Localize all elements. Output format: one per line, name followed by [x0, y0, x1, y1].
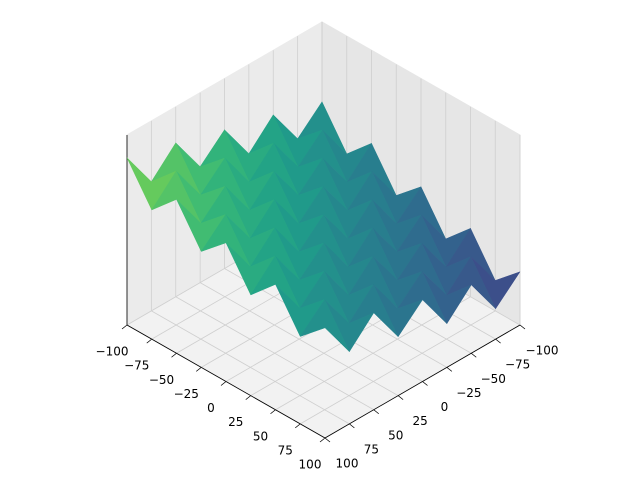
y-tick-label: 75	[364, 442, 379, 456]
x-tick-label: −25	[174, 387, 199, 401]
y-tick	[446, 367, 453, 372]
y-tick	[471, 352, 477, 358]
x-tick	[121, 324, 128, 330]
y-tick	[373, 409, 379, 415]
x-tick-label: 75	[278, 443, 293, 457]
y-tick	[422, 381, 428, 386]
x-tick	[245, 395, 251, 400]
y-tick-label: 50	[388, 428, 403, 442]
y-tick-label: −50	[481, 372, 506, 386]
x-tick-label: 25	[228, 415, 243, 429]
y-tick	[397, 395, 404, 400]
y-tick-label: −25	[456, 386, 481, 400]
x-tick	[295, 423, 301, 429]
y-tick-label: −75	[505, 358, 530, 372]
y-tick	[324, 437, 331, 443]
y-tick	[349, 423, 355, 429]
x-tick	[270, 409, 276, 415]
x-tick	[319, 437, 326, 443]
grid-line	[175, 296, 374, 411]
grid-line	[151, 310, 350, 425]
x-tick-label: 100	[299, 458, 322, 472]
x-tick	[196, 367, 202, 372]
x-tick	[220, 381, 227, 386]
grid-line	[199, 282, 399, 396]
x-tick-label: 50	[253, 429, 268, 443]
x-tick-label: 0	[207, 401, 215, 415]
y-tick-label: 25	[412, 414, 427, 428]
x-tick-label: −50	[149, 373, 174, 387]
x-tick-label: −75	[124, 359, 149, 373]
x-tick-label: −100	[96, 345, 129, 359]
y-tick-label: −100	[526, 344, 559, 358]
y-tick	[519, 324, 526, 330]
y-axis-line	[324, 324, 521, 439]
y-tick	[495, 338, 501, 344]
x-axis-line	[126, 324, 326, 439]
x-tick	[146, 338, 152, 344]
y-tick-label: 0	[441, 400, 449, 414]
surface-patch	[299, 299, 350, 352]
x-tick	[171, 352, 177, 358]
y-tick-label: 100	[336, 457, 359, 471]
